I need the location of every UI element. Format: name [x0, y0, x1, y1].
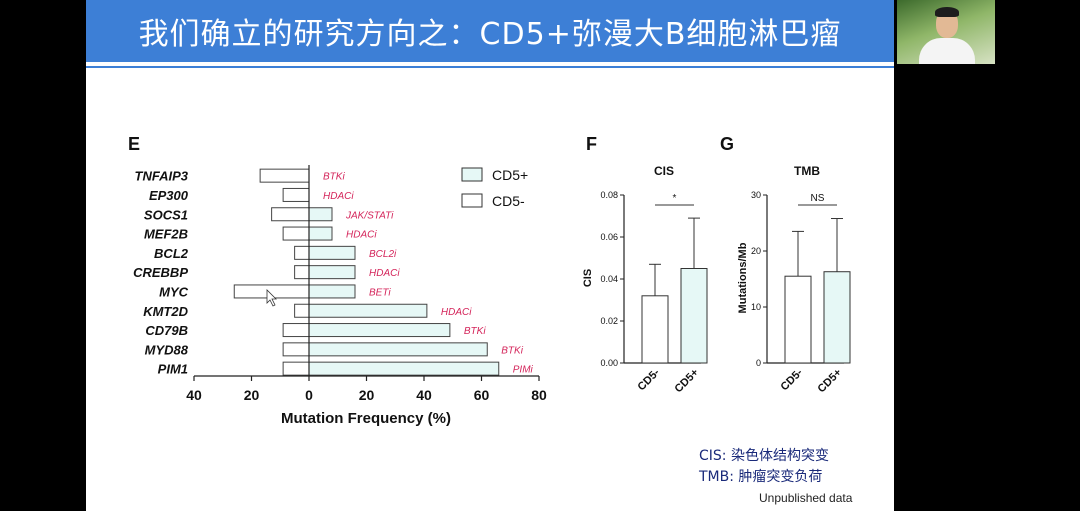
- gene-label: EP300: [149, 188, 189, 203]
- y-tick-label: 0: [756, 358, 761, 368]
- drug-label: PIMi: [513, 365, 534, 376]
- gene-label: MYD88: [145, 342, 189, 357]
- gene-label: CREBBP: [133, 265, 188, 280]
- gene-label: MYC: [159, 284, 189, 299]
- legend-swatch-cd5neg: [461, 193, 483, 208]
- gene-label: CD79B: [145, 323, 188, 338]
- panel-g-title: TMB: [794, 164, 820, 178]
- bar-cd5neg: [294, 303, 310, 318]
- bar-cd5pos: [308, 361, 500, 376]
- drug-label: BCL2i: [369, 249, 397, 260]
- bar-cd5pos: [308, 226, 333, 241]
- significance-label: *: [673, 193, 677, 204]
- legend-label-cd5neg: CD5-: [492, 193, 525, 209]
- x-tick-label: 20: [359, 387, 375, 403]
- drug-label: HDACi: [346, 230, 377, 241]
- drug-label: HDACi: [323, 191, 354, 202]
- bar-cd5pos: [680, 268, 708, 364]
- drug-label: BTKi: [323, 172, 345, 183]
- bar-cd5pos: [308, 284, 356, 299]
- y-tick-label: 0.08: [600, 190, 618, 200]
- footnote-cis: CIS: 染色体结构突变: [699, 447, 829, 464]
- y-tick-label: 10: [751, 302, 761, 312]
- bar-cd5neg: [294, 265, 310, 280]
- x-tick-label: 0: [305, 387, 313, 403]
- bar-cd5neg: [282, 361, 310, 376]
- bar-cd5neg: [784, 275, 812, 364]
- slide: 我们确立的研究方向之：CD5+弥漫大B细胞淋巴瘤 E TNFAIP3 BTKi EP…: [86, 0, 894, 511]
- y-tick-label: 20: [751, 246, 761, 256]
- title-bar: 我们确立的研究方向之：CD5+弥漫大B细胞淋巴瘤: [86, 0, 894, 62]
- bar-cd5pos: [308, 342, 488, 357]
- slide-title: 我们确立的研究方向之：CD5+弥漫大B细胞淋巴瘤: [138, 17, 842, 52]
- category-label: CD5+: [816, 367, 845, 396]
- figure-canvas: E TNFAIP3 BTKi EP300 HDACi SOCS1 JAK/STATi MEF…: [128, 134, 853, 505]
- bar-cd5neg: [282, 342, 310, 357]
- bar-cd5pos: [308, 323, 451, 338]
- footnote-tmb: TMB: 肿瘤突变负荷: [698, 468, 822, 485]
- bar-cd5neg: [294, 245, 310, 260]
- panel-f-letter: F: [586, 134, 597, 154]
- y-tick-label: 0.00: [600, 358, 618, 368]
- bar-cd5pos: [308, 303, 428, 318]
- category-label: CD5+: [673, 367, 702, 396]
- bar-cd5neg: [259, 168, 310, 183]
- gene-label: BCL2: [154, 246, 189, 261]
- y-tick-label: 0.02: [600, 316, 618, 326]
- gene-label: KMT2D: [143, 304, 188, 319]
- x-tick-label: 60: [474, 387, 490, 403]
- x-tick-label: 80: [531, 387, 547, 403]
- bar-cd5pos: [823, 271, 851, 364]
- gene-label: PIM1: [158, 362, 188, 377]
- panel-g-letter: G: [720, 134, 734, 154]
- bar-cd5neg: [271, 207, 310, 222]
- presenter-face: [936, 10, 958, 38]
- x-tick-label: 40: [416, 387, 432, 403]
- drug-label: HDACi: [441, 307, 472, 318]
- x-axis-label: Mutation Frequency (%): [281, 410, 451, 427]
- y-tick-label: 0.06: [600, 232, 618, 242]
- drug-label: JAK/STATi: [345, 210, 394, 221]
- gene-label: SOCS1: [144, 207, 188, 222]
- legend-swatch-cd5pos: [461, 167, 483, 182]
- bar-cd5pos: [308, 265, 356, 280]
- category-label: CD5-: [635, 366, 662, 393]
- y-tick-label: 30: [751, 190, 761, 200]
- legend-label-cd5pos: CD5+: [492, 167, 528, 183]
- x-tick-label: 20: [244, 387, 260, 403]
- panel-e-letter: E: [128, 134, 140, 154]
- presenter-webcam: [897, 0, 995, 64]
- significance-label: NS: [811, 193, 825, 204]
- gene-label: TNFAIP3: [135, 169, 189, 184]
- presenter-body: [919, 38, 975, 64]
- bar-cd5neg: [282, 226, 310, 241]
- x-tick-label: 40: [186, 387, 202, 403]
- drug-label: BTKi: [464, 326, 486, 337]
- panel-f-title: CIS: [654, 164, 674, 178]
- panel-g-ylabel: Mutations/Mb: [737, 242, 749, 313]
- y-tick-label: 0.04: [600, 274, 618, 284]
- drug-label: HDACi: [369, 268, 400, 279]
- unpublished-note: Unpublished data: [759, 491, 853, 505]
- presenter-hair: [935, 7, 959, 17]
- category-label: CD5-: [778, 366, 805, 393]
- title-divider: [86, 66, 894, 68]
- bar-cd5pos: [308, 207, 333, 222]
- bar-cd5neg: [282, 187, 310, 202]
- drug-label: BETi: [369, 287, 391, 298]
- bar-cd5pos: [308, 245, 356, 260]
- bar-cd5neg: [282, 323, 310, 338]
- bar-cd5neg: [641, 295, 669, 364]
- mouse-cursor-icon: [266, 289, 277, 307]
- panel-f-ylabel: CIS: [582, 269, 594, 287]
- gene-label: MEF2B: [144, 227, 188, 242]
- drug-label: BTKi: [501, 345, 523, 356]
